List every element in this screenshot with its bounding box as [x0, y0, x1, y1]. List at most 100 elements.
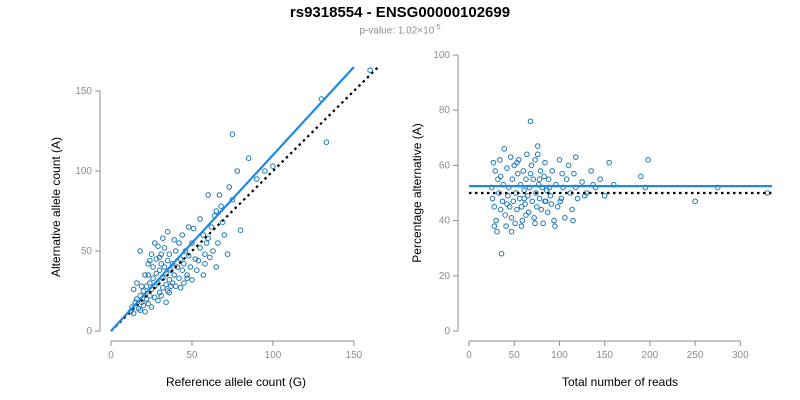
left-data-point: [155, 297, 161, 304]
right-data-point: [531, 215, 537, 221]
right-data-point: [565, 162, 572, 169]
left-data-point: [147, 257, 153, 264]
right-data-point: [552, 223, 558, 229]
left-data-point: [155, 243, 161, 249]
left-data-point: [169, 261, 176, 267]
left-data-point: [208, 224, 215, 230]
right-data-point: [534, 143, 541, 149]
right-data-point: [545, 176, 552, 182]
left-data-point: [189, 240, 195, 246]
left-data-point: [140, 302, 147, 309]
left-y-tick-label: 100: [75, 166, 92, 177]
right-data-point: [496, 157, 503, 163]
right-data-point: [494, 228, 500, 235]
right-data-point: [529, 198, 536, 205]
left-data-point: [195, 257, 202, 264]
right-data-point: [571, 170, 577, 177]
right-data-point: [502, 212, 508, 218]
right-data-point: [524, 192, 531, 199]
right-data-point: [524, 151, 530, 158]
right-y-axis-title: Percentage alternative (A): [410, 123, 424, 262]
right-data-point: [563, 176, 570, 182]
left-data-point: [137, 248, 143, 254]
right-data-point: [522, 201, 528, 207]
right-data-point: [523, 176, 529, 182]
left-data-point: [161, 264, 168, 270]
right-data-point: [544, 209, 551, 216]
right-data-point: [558, 195, 565, 202]
left-data-point: [229, 131, 236, 137]
left-data-point: [200, 232, 207, 238]
right-data-point: [532, 157, 538, 163]
right-y-tick-label: 60: [439, 160, 451, 171]
left-data-point: [184, 272, 190, 278]
left-data-point: [194, 267, 200, 274]
right-data-point: [536, 195, 543, 202]
left-data-point: [179, 232, 186, 238]
left-data-point: [138, 283, 145, 290]
left-x-tick-label: 0: [108, 350, 114, 361]
left-data-point: [203, 240, 210, 246]
right-data-point: [579, 179, 585, 185]
left-data-point: [134, 280, 140, 286]
left-data-point: [164, 288, 171, 294]
right-data-point: [588, 168, 594, 174]
right-data-point: [554, 204, 561, 210]
right-y-tick-label: 0: [444, 326, 450, 337]
right-x-tick-label: 150: [596, 350, 613, 361]
right-data-point: [549, 168, 556, 174]
left-data-point: [213, 208, 220, 214]
right-x-tick-label: 200: [642, 350, 659, 361]
right-data-point: [528, 162, 535, 169]
right-data-point: [562, 215, 568, 221]
right-data-point: [534, 204, 540, 210]
left-data-point: [148, 251, 155, 257]
right-data-point: [606, 159, 612, 166]
right-data-point: [601, 192, 608, 199]
left-data-point: [158, 293, 164, 299]
left-data-point: [323, 139, 330, 145]
p-value-exponent: -5: [434, 24, 441, 31]
right-data-point: [519, 217, 526, 224]
right-y-tick-label: 100: [433, 50, 450, 61]
right-data-point: [512, 220, 518, 227]
right-y-tick-label: 20: [439, 271, 451, 282]
left-reference-line: [110, 66, 379, 332]
left-data-point: [171, 272, 177, 278]
left-y-tick-label: 50: [81, 246, 93, 257]
left-data-point: [210, 248, 216, 254]
left-data-point: [164, 229, 171, 235]
left-data-point: [166, 251, 173, 257]
left-data-point: [179, 267, 186, 274]
right-data-point: [530, 176, 537, 182]
right-data-point: [542, 159, 548, 166]
right-data-point: [514, 159, 520, 166]
right-data-point: [518, 204, 525, 210]
right-data-point: [518, 223, 525, 229]
left-data-point: [163, 281, 169, 288]
left-data-point: [176, 240, 182, 246]
left-data-point: [142, 272, 148, 278]
left-data-point: [200, 272, 207, 278]
left-y-tick-label: 150: [75, 86, 92, 97]
right-data-point: [574, 195, 581, 202]
left-data-point: [161, 245, 168, 251]
right-data-point: [692, 198, 698, 205]
right-data-point: [572, 154, 579, 160]
scatter-panel-left: 0 50 100 150 0 50 100 150 Reference allele count…: [49, 66, 379, 389]
left-data-point: [172, 248, 179, 254]
right-data-point: [489, 195, 496, 202]
left-data-point: [140, 288, 147, 294]
left-data-point: [270, 163, 276, 169]
right-data-point: [527, 118, 534, 125]
left-data-point: [166, 289, 173, 296]
left-data-point: [168, 283, 174, 290]
left-data-point: [153, 270, 160, 277]
left-data-point: [367, 67, 373, 73]
right-data-point: [504, 165, 510, 171]
right-data-point: [491, 204, 498, 210]
right-data-point: [509, 176, 516, 182]
right-data-point: [525, 209, 532, 216]
right-data-point: [510, 198, 517, 205]
